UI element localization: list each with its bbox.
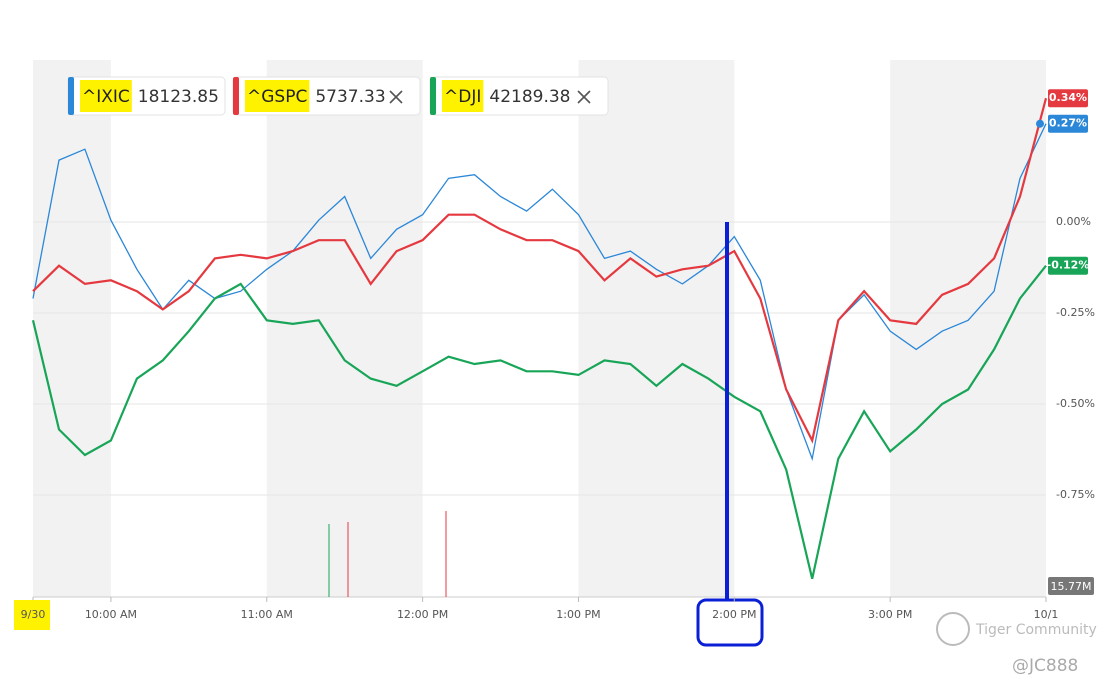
series-quote: 18123.85 [138, 87, 219, 107]
series-name: ^GSPC [247, 87, 307, 107]
x-axis: 9/30 10:00 AM 11:00 AM 12:00 PM 1:00 PM 2:00 … [14, 597, 1058, 630]
legend-chip[interactable]: ^GSPC 5737.33 [232, 76, 421, 116]
legend-chip[interactable]: ^IXIC 18123.85 [67, 76, 226, 116]
chip-color [68, 77, 74, 115]
session-band [33, 60, 111, 597]
series-name: ^IXIC [82, 87, 130, 107]
x-tick-label: 10:00 AM [85, 608, 137, 621]
session-band [578, 60, 735, 597]
series-name: ^DJI [444, 87, 481, 107]
close-icon[interactable] [389, 90, 403, 104]
series-quote: 42189.38 [489, 87, 570, 107]
highlight [14, 600, 50, 630]
highlight [245, 80, 310, 112]
legend[interactable]: ^IXIC 18123.85 ^GSPC 5737.33 ^DJI 42189.38 [67, 76, 609, 116]
y-tick-label: 0.00% [1056, 215, 1091, 228]
end-dot [1036, 119, 1044, 128]
x-tick-label: 11:00 AM [241, 608, 293, 621]
chip-color [233, 77, 239, 115]
series-line [32, 97, 1048, 444]
lines [31, 97, 1048, 580]
x-tick-label: 2:00 PM [712, 608, 756, 621]
series-line [32, 123, 1047, 462]
end-badge [1048, 89, 1088, 108]
watermark-logo [936, 612, 970, 646]
session-band [890, 60, 1046, 597]
x-tick-label: 10/1 [1034, 608, 1059, 621]
x-tick-label: 1:00 PM [556, 608, 600, 621]
end-label: -0.12% [1047, 259, 1090, 272]
end-label: 0.34% [1049, 91, 1087, 104]
end-label: 0.27% [1049, 117, 1087, 130]
highlight [80, 80, 132, 112]
chip-color [430, 77, 436, 115]
y-tick-label: -0.50% [1056, 397, 1095, 410]
y-tick-label: -0.75% [1056, 488, 1095, 501]
credit: @JC888 [1012, 656, 1078, 676]
session-band [266, 60, 423, 597]
end-badge [1048, 114, 1088, 133]
x-tick-label: 3:00 PM [868, 608, 912, 621]
series-line [31, 265, 1047, 580]
x-tick-label: 12:00 PM [397, 608, 448, 621]
volume-label: 15.77M [1051, 580, 1092, 593]
y-tick-label: -0.25% [1056, 306, 1095, 319]
legend-chip[interactable]: ^DJI 42189.38 [429, 76, 609, 116]
annotation-box [696, 598, 764, 647]
series-quote: 5737.33 [315, 87, 385, 107]
close-icon[interactable] [577, 90, 591, 104]
x-tick-label: 9/30 [21, 608, 46, 621]
highlight [442, 80, 484, 112]
end-labels: 0.27% 0.34% -0.12% [1036, 89, 1090, 275]
watermark: Tiger Community [975, 622, 1097, 638]
grid: 0.00% -0.25% -0.50% -0.75% [33, 215, 1095, 501]
end-badge [1048, 256, 1088, 275]
session-bands [33, 60, 1046, 598]
volume-badge [1048, 577, 1094, 595]
